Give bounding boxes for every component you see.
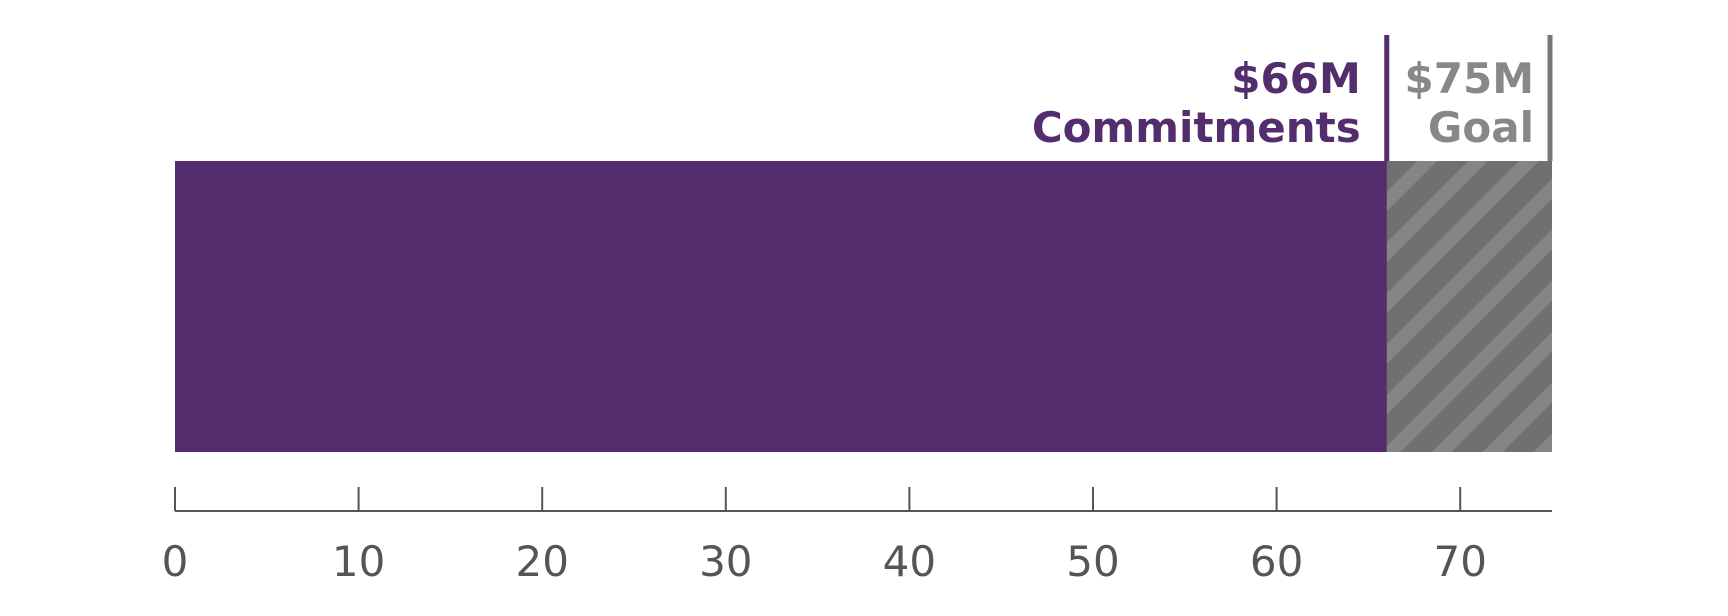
x-tick-label: 50 (1066, 537, 1119, 586)
goal-value: $75M (1405, 54, 1534, 103)
x-tick-label: 30 (699, 537, 752, 586)
x-tick-label: 10 (332, 537, 385, 586)
x-tick-label: 60 (1250, 537, 1303, 586)
commitments-bar (175, 161, 1387, 452)
x-tick-label: 70 (1433, 537, 1486, 586)
goal-name: Goal (1428, 103, 1534, 152)
commitments-value: $66M (1231, 54, 1360, 103)
x-tick-label: 40 (883, 537, 936, 586)
x-tick-label: 20 (515, 537, 568, 586)
x-tick-label: 0 (162, 537, 189, 586)
commitments-name: Commitments (1032, 103, 1361, 152)
